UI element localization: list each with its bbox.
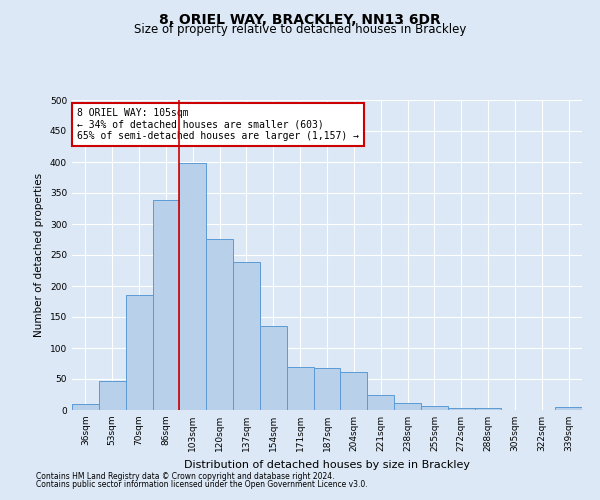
Text: Contains HM Land Registry data © Crown copyright and database right 2024.: Contains HM Land Registry data © Crown c…: [36, 472, 335, 481]
X-axis label: Distribution of detached houses by size in Brackley: Distribution of detached houses by size …: [184, 460, 470, 469]
Bar: [314, 368, 340, 410]
Bar: [555, 407, 582, 410]
Text: Size of property relative to detached houses in Brackley: Size of property relative to detached ho…: [134, 22, 466, 36]
Bar: [367, 394, 394, 410]
Bar: [260, 326, 287, 410]
Bar: [152, 200, 179, 410]
Bar: [340, 372, 367, 410]
Bar: [206, 239, 233, 410]
Bar: [475, 408, 502, 410]
Text: Contains public sector information licensed under the Open Government Licence v3: Contains public sector information licen…: [36, 480, 368, 489]
Bar: [233, 262, 260, 410]
Bar: [125, 296, 152, 410]
Bar: [448, 408, 475, 410]
Bar: [421, 406, 448, 410]
Bar: [99, 382, 125, 410]
Text: 8 ORIEL WAY: 105sqm
← 34% of detached houses are smaller (603)
65% of semi-detac: 8 ORIEL WAY: 105sqm ← 34% of detached ho…: [77, 108, 359, 141]
Bar: [72, 404, 99, 410]
Bar: [287, 367, 314, 410]
Text: 8, ORIEL WAY, BRACKLEY, NN13 6DR: 8, ORIEL WAY, BRACKLEY, NN13 6DR: [159, 12, 441, 26]
Bar: [179, 163, 206, 410]
Bar: [394, 403, 421, 410]
Y-axis label: Number of detached properties: Number of detached properties: [34, 173, 44, 337]
